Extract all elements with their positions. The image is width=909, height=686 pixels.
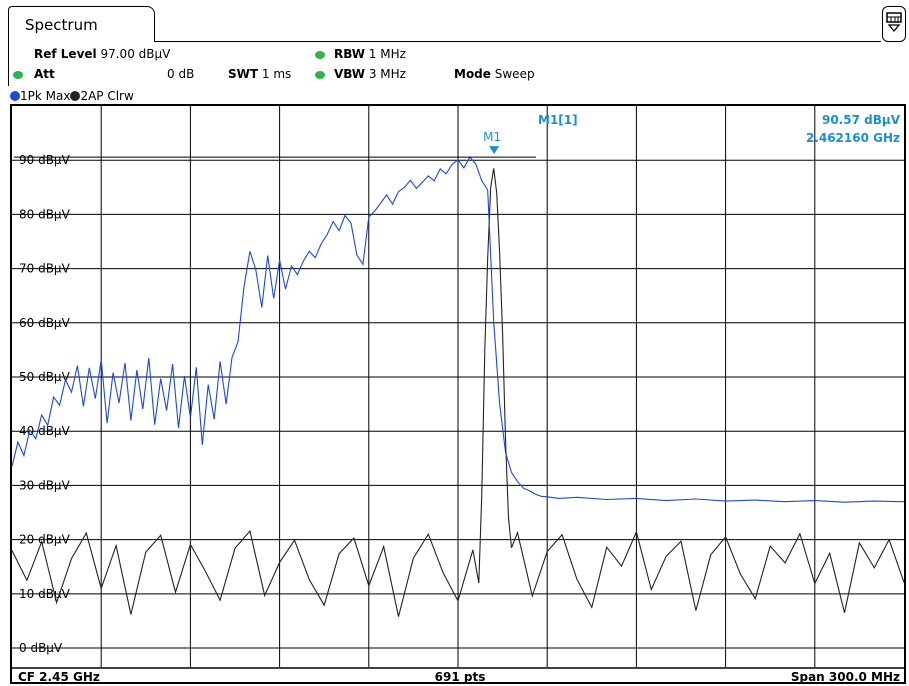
trace-2-dot-icon: [70, 91, 81, 101]
window-config-icon: [886, 12, 902, 33]
rbw-indicator-icon: [315, 51, 325, 59]
trace-1-label[interactable]: 1Pk Max: [20, 89, 71, 103]
swt-setting[interactable]: SWT 1 ms: [228, 67, 291, 81]
left-border: [8, 41, 9, 86]
rbw-label: RBW: [334, 47, 365, 61]
att-indicator-icon: [13, 71, 23, 79]
chart-frame: [10, 104, 906, 684]
swt-value: 1 ms: [261, 67, 292, 81]
att-label: Att: [34, 67, 55, 81]
swt-label: SWT: [228, 67, 259, 81]
tab-title: Spectrum: [25, 16, 98, 34]
rbw-value: 1 MHz: [368, 47, 406, 61]
att-setting-label[interactable]: Att: [34, 67, 55, 81]
vbw-label: VBW: [334, 67, 366, 81]
tab-divider: [155, 41, 881, 42]
spectrum-tab[interactable]: Spectrum: [8, 6, 155, 42]
trace-legend: 1Pk Max 2AP Clrw: [10, 89, 134, 105]
mode-value: Sweep: [494, 67, 535, 81]
vbw-indicator-icon: [315, 71, 325, 79]
rbw-setting[interactable]: RBW 1 MHz: [334, 47, 406, 61]
ref-level-value: 97.00 dBµV: [100, 47, 171, 61]
vbw-value: 3 MHz: [368, 67, 406, 81]
att-value: 0 dB: [167, 67, 195, 81]
trace-1-dot-icon: [10, 91, 20, 101]
mode-label: Mode: [454, 67, 491, 81]
mode-setting[interactable]: Mode Sweep: [454, 67, 535, 81]
ref-level-label: Ref Level: [34, 47, 97, 61]
vbw-setting[interactable]: VBW 3 MHz: [334, 67, 406, 81]
trace-2-label[interactable]: 2AP Clrw: [80, 89, 134, 103]
ref-level-setting[interactable]: Ref Level 97.00 dBµV: [34, 47, 170, 61]
window-config-button[interactable]: [882, 6, 906, 42]
